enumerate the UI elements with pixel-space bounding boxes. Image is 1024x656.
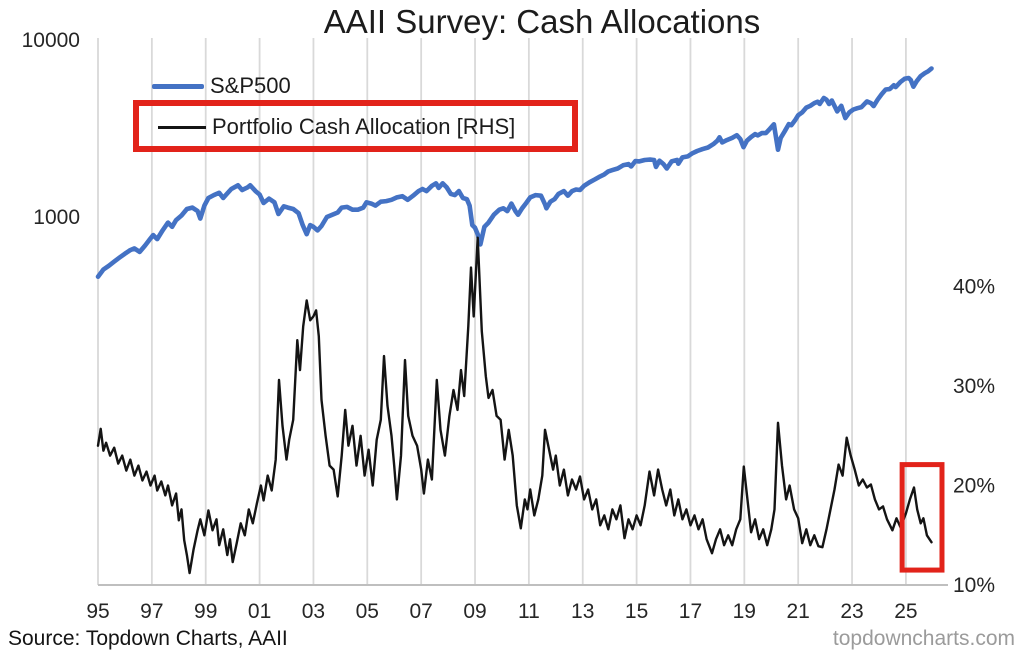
x-tick-97: 97 xyxy=(140,600,163,623)
x-tick-25: 25 xyxy=(894,600,917,623)
x-tick-13: 13 xyxy=(571,600,594,623)
x-tick-03: 03 xyxy=(302,600,325,623)
x-tick-95: 95 xyxy=(86,600,109,623)
cash-line xyxy=(96,236,933,575)
legend-label-cash: Portfolio Cash Allocation [RHS] xyxy=(212,114,516,139)
right-tick-10: 10% xyxy=(953,574,995,597)
right-tick-40: 40% xyxy=(953,276,995,299)
x-tick-23: 23 xyxy=(840,600,863,623)
x-tick-99: 99 xyxy=(194,600,217,623)
x-tick-17: 17 xyxy=(679,600,702,623)
source-text: Source: Topdown Charts, AAII xyxy=(8,627,288,650)
x-tick-07: 07 xyxy=(409,600,432,623)
left-tick-1000: 1000 xyxy=(33,206,80,229)
sp500-line xyxy=(95,66,934,280)
x-tick-21: 21 xyxy=(787,600,810,623)
x-tick-01: 01 xyxy=(248,600,271,623)
right-tick-30: 30% xyxy=(953,375,995,398)
x-tick-11: 11 xyxy=(518,600,540,623)
cash-line-swatch xyxy=(158,125,206,129)
legend-item-sp500: S&P500 xyxy=(152,73,291,98)
left-tick-10000: 10000 xyxy=(22,29,80,52)
x-tick-09: 09 xyxy=(463,600,486,623)
legend-label-sp500: S&P500 xyxy=(210,73,291,98)
legend-item-cash: Portfolio Cash Allocation [RHS] xyxy=(158,114,516,139)
x-tick-15: 15 xyxy=(625,600,648,623)
chart-title: AAII Survey: Cash Allocations xyxy=(323,3,761,40)
x-tick-05: 05 xyxy=(356,600,379,623)
x-tick-19: 19 xyxy=(733,600,756,623)
annotation-box-legend xyxy=(133,100,578,152)
sp500-line-swatch xyxy=(152,83,204,89)
watermark-text: topdowncharts.com xyxy=(832,627,1015,650)
annotation-box-recent xyxy=(899,462,945,573)
right-tick-20: 20% xyxy=(953,475,995,498)
